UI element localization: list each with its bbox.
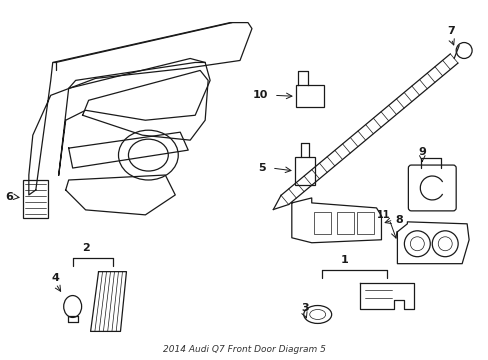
FancyBboxPatch shape xyxy=(407,165,455,211)
Text: 9: 9 xyxy=(418,147,426,157)
Text: 3: 3 xyxy=(300,302,308,312)
FancyBboxPatch shape xyxy=(294,157,314,185)
FancyBboxPatch shape xyxy=(336,212,353,234)
FancyBboxPatch shape xyxy=(356,212,373,234)
Text: 2: 2 xyxy=(81,243,89,253)
Text: 11: 11 xyxy=(376,210,389,220)
Text: 6: 6 xyxy=(5,192,13,202)
Text: 7: 7 xyxy=(447,26,454,36)
Text: 4: 4 xyxy=(52,273,60,283)
Text: 1: 1 xyxy=(340,255,348,265)
FancyBboxPatch shape xyxy=(23,180,48,218)
Text: 2014 Audi Q7 Front Door Diagram 5: 2014 Audi Q7 Front Door Diagram 5 xyxy=(163,345,325,354)
Text: 5: 5 xyxy=(258,163,265,173)
FancyBboxPatch shape xyxy=(295,85,323,107)
FancyBboxPatch shape xyxy=(313,212,330,234)
Text: 8: 8 xyxy=(395,215,403,225)
Text: 10: 10 xyxy=(252,90,267,100)
